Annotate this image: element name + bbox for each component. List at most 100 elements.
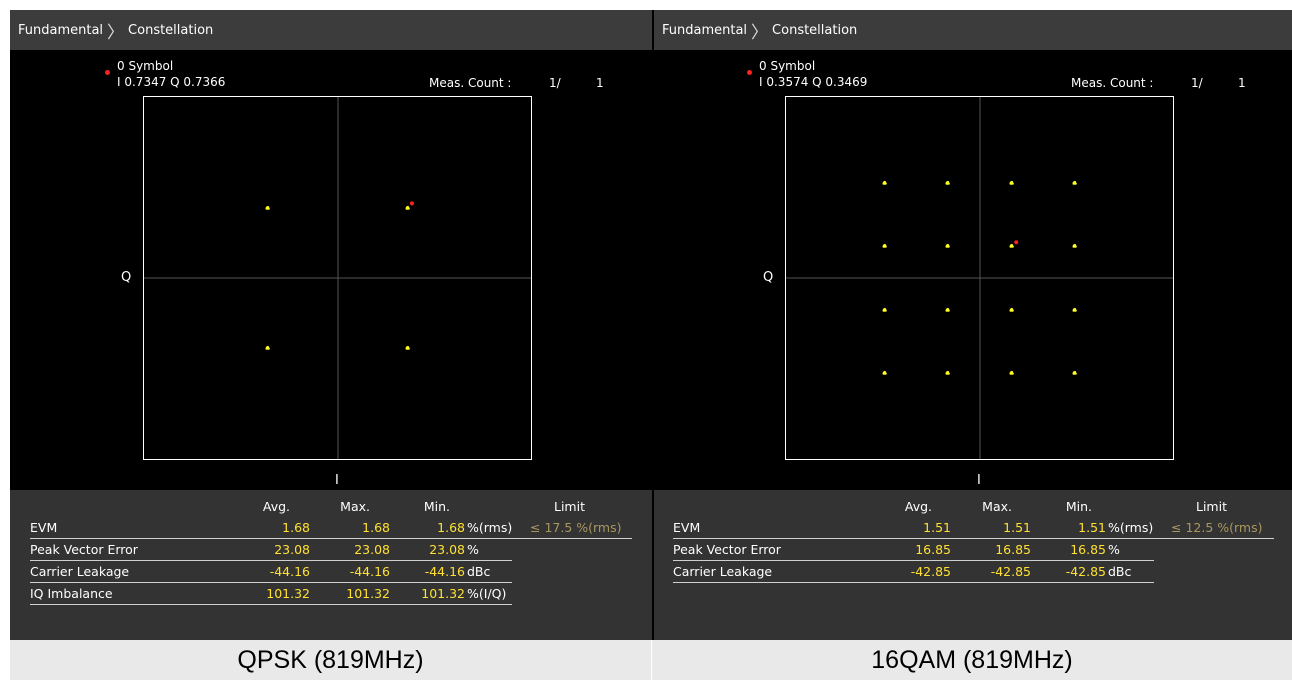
constellation-point bbox=[945, 370, 950, 375]
marker-icon bbox=[747, 70, 752, 75]
meas-count-current: 1/ bbox=[549, 76, 561, 90]
row-name: EVM bbox=[30, 520, 58, 535]
breadcrumb: Fundamental 〉 Constellation bbox=[654, 10, 1292, 50]
marker-info: 0 Symbol I 0.7347 Q 0.7366 bbox=[117, 58, 225, 90]
marker-name: 0 Symbol bbox=[117, 59, 174, 73]
col-max: Max. bbox=[340, 499, 370, 514]
q-axis-label: Q bbox=[121, 270, 132, 285]
meas-count-total: 1 bbox=[596, 76, 604, 90]
row-unit: dBc bbox=[467, 564, 491, 579]
constellation-point bbox=[265, 205, 270, 210]
meas-count-label: Meas. Count : bbox=[1071, 76, 1154, 90]
breadcrumb: Fundamental 〉 Constellation bbox=[10, 10, 653, 50]
constellation-panel-16qam: Fundamental 〉 Constellation 0 Symbol I 0… bbox=[654, 10, 1292, 640]
row-unit: % bbox=[467, 542, 479, 557]
row-divider bbox=[30, 604, 512, 605]
constellation-point bbox=[1072, 243, 1077, 248]
row-min: 101.32 bbox=[421, 586, 465, 601]
chevron-right-icon: 〉 bbox=[107, 22, 125, 43]
measurement-table: Avg. Max. Min. Limit EVM 1.68 1.68 1.68 … bbox=[10, 490, 653, 640]
constellation-svg bbox=[786, 97, 1173, 459]
marker-name: 0 Symbol bbox=[759, 59, 816, 73]
constellation-point bbox=[1072, 307, 1077, 312]
row-name: Carrier Leakage bbox=[673, 564, 773, 579]
constellation-point bbox=[405, 345, 410, 350]
row-min: -42.85 bbox=[1065, 564, 1106, 579]
caption-qpsk: QPSK (819MHz) bbox=[10, 640, 651, 680]
constellation-point bbox=[882, 243, 887, 248]
col-avg: Avg. bbox=[904, 499, 932, 514]
row-limit: ≤ 17.5 %(rms) bbox=[530, 520, 622, 535]
panel-divider bbox=[652, 10, 654, 680]
meas-count-label: Meas. Count : bbox=[429, 76, 512, 90]
constellation-point bbox=[265, 345, 270, 350]
constellation-point bbox=[405, 205, 410, 210]
row-divider bbox=[673, 560, 1154, 561]
constellation-point bbox=[1009, 307, 1014, 312]
row-name: Peak Vector Error bbox=[30, 542, 138, 557]
row-unit: dBc bbox=[1108, 564, 1132, 579]
meas-count-total: 1 bbox=[1238, 76, 1246, 90]
row-divider bbox=[30, 538, 632, 539]
col-min: Min. bbox=[1065, 499, 1092, 514]
row-avg: -42.85 bbox=[910, 564, 951, 579]
row-min: 16.85 bbox=[1070, 542, 1106, 557]
marker-icon bbox=[105, 70, 110, 75]
constellation-plot[interactable] bbox=[143, 96, 532, 460]
row-max: -44.16 bbox=[349, 564, 390, 579]
row-unit: %(I/Q) bbox=[467, 586, 507, 601]
row-min: -44.16 bbox=[424, 564, 465, 579]
row-unit: % bbox=[1108, 542, 1120, 557]
row-divider bbox=[30, 582, 512, 583]
row-avg: 1.51 bbox=[923, 520, 951, 535]
constellation-point bbox=[1072, 370, 1077, 375]
row-divider bbox=[673, 582, 1154, 583]
q-axis-label: Q bbox=[763, 270, 774, 285]
constellation-point bbox=[945, 307, 950, 312]
row-max: 23.08 bbox=[354, 542, 390, 557]
row-max: 1.51 bbox=[1003, 520, 1031, 535]
row-avg: 16.85 bbox=[915, 542, 951, 557]
row-name: Peak Vector Error bbox=[673, 542, 781, 557]
row-avg: -44.16 bbox=[269, 564, 310, 579]
row-max: 101.32 bbox=[346, 586, 390, 601]
breadcrumb-page: Constellation bbox=[772, 22, 858, 38]
constellation-point bbox=[945, 243, 950, 248]
row-name: IQ Imbalance bbox=[30, 586, 113, 601]
measurement-table: Avg. Max. Min. Limit EVM 1.51 1.51 1.51 … bbox=[654, 490, 1292, 640]
constellation-point bbox=[882, 370, 887, 375]
constellation-point bbox=[1072, 180, 1077, 185]
meas-count-current: 1/ bbox=[1191, 76, 1203, 90]
caption-16qam: 16QAM (819MHz) bbox=[652, 640, 1292, 680]
col-limit: Limit bbox=[554, 499, 585, 514]
row-avg: 23.08 bbox=[274, 542, 310, 557]
constellation-svg bbox=[144, 97, 531, 459]
row-min: 1.68 bbox=[437, 520, 465, 535]
constellation-point bbox=[1009, 370, 1014, 375]
row-avg: 1.68 bbox=[282, 520, 310, 535]
marker-point bbox=[409, 201, 414, 206]
breadcrumb-root[interactable]: Fundamental bbox=[18, 22, 104, 38]
row-max: 1.68 bbox=[362, 520, 390, 535]
row-divider bbox=[30, 560, 512, 561]
constellation-point bbox=[882, 180, 887, 185]
row-min: 23.08 bbox=[429, 542, 465, 557]
marker-readout: I 0.7347 Q 0.7366 bbox=[117, 75, 226, 89]
col-min: Min. bbox=[423, 499, 450, 514]
breadcrumb-root[interactable]: Fundamental bbox=[662, 22, 748, 38]
row-min: 1.51 bbox=[1078, 520, 1106, 535]
row-divider bbox=[673, 538, 1274, 539]
constellation-point bbox=[945, 180, 950, 185]
i-axis-label: I bbox=[335, 473, 339, 488]
marker-info: 0 Symbol I 0.3574 Q 0.3469 bbox=[759, 58, 867, 90]
breadcrumb-page: Constellation bbox=[128, 22, 214, 38]
col-avg: Avg. bbox=[262, 499, 290, 514]
row-limit: ≤ 12.5 %(rms) bbox=[1171, 520, 1263, 535]
row-name: Carrier Leakage bbox=[30, 564, 130, 579]
constellation-point bbox=[1009, 180, 1014, 185]
marker-readout: I 0.3574 Q 0.3469 bbox=[759, 75, 868, 89]
row-unit: %(rms) bbox=[1108, 520, 1154, 535]
constellation-point bbox=[1009, 243, 1014, 248]
constellation-panel-qpsk: Fundamental 〉 Constellation 0 Symbol I 0… bbox=[10, 10, 653, 640]
constellation-plot[interactable] bbox=[785, 96, 1174, 460]
